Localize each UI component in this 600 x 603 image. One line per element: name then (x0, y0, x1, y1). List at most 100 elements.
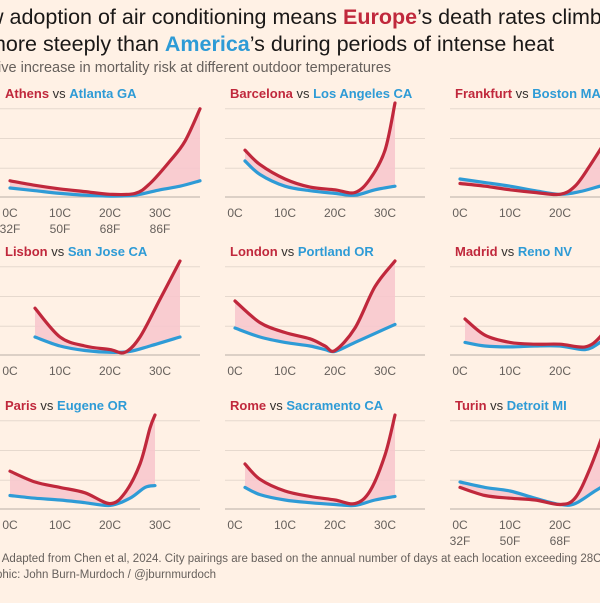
eu-city-label: Turin (455, 398, 487, 413)
america-series-line (233, 322, 397, 354)
x-tick-label: 10C (49, 364, 71, 378)
title-line-2: more steeply than America’s during perio… (0, 31, 600, 58)
vs-label: vs (293, 86, 313, 101)
panel-title: London vs Portland OR (230, 244, 374, 259)
europe-series-line (233, 259, 397, 353)
x-tick-label-fahrenheit: 68F (100, 222, 121, 236)
x-tick-label: 20C (99, 206, 121, 220)
x-tick-label: 10C (274, 364, 296, 378)
x-tick-label: 10C (499, 206, 521, 220)
chart-title: w adoption of air conditioning means Eur… (0, 4, 600, 58)
title-europe: Europe (342, 5, 418, 29)
america-series-line (8, 484, 157, 508)
x-tick-label: 30C (149, 206, 171, 220)
panel-title: Paris vs Eugene OR (5, 398, 128, 413)
title-text: w adoption of air conditioning means (0, 5, 343, 29)
chart-panel: Turin vs Detroit MI 0C 32F 10C 50F 20C 68F (450, 398, 600, 548)
x-tick-label: 10C (49, 518, 71, 532)
x-tick-label: 20C (324, 364, 346, 378)
x-tick-label-fahrenheit: 68F (550, 534, 571, 548)
america-series-line (243, 485, 397, 508)
x-tick-label: 0C (2, 518, 18, 532)
panel-title: Frankfurt vs Boston MA (455, 86, 600, 101)
x-tick-label: 30C (374, 364, 396, 378)
us-city-label: Eugene OR (57, 398, 128, 413)
x-tick-label: 20C (549, 364, 571, 378)
europe-series-line (243, 413, 397, 506)
eu-city-label: Rome (230, 398, 266, 413)
x-tick-label: 0C (2, 206, 18, 220)
x-tick-label: 20C (99, 518, 121, 532)
x-tick-label: 0C (227, 206, 243, 220)
vs-label: vs (498, 244, 518, 259)
us-city-label: Los Angeles CA (313, 86, 413, 101)
x-tick-label: 20C (324, 206, 346, 220)
title-text: more steeply than (0, 32, 165, 56)
chart-panel: Rome vs Sacramento CA 0C 10C 20C 30C (225, 398, 425, 532)
us-city-label: Atlanta GA (69, 86, 137, 101)
x-tick-label-fahrenheit: 32F (450, 534, 471, 548)
america-series-line (33, 335, 182, 354)
x-tick-label: 30C (374, 518, 396, 532)
vs-label: vs (266, 398, 286, 413)
chart-panel: Paris vs Eugene OR 0C 10C 20C 30C (0, 398, 200, 532)
x-tick-label: 0C (2, 364, 18, 378)
us-city-label: Reno NV (518, 244, 573, 259)
gap-fill-area (245, 103, 395, 196)
vs-label: vs (48, 244, 68, 259)
america-series-line (8, 179, 202, 198)
gap-fill-area (35, 261, 180, 353)
vs-label: vs (37, 398, 57, 413)
chart-panel: London vs Portland OR 0C 10C 20C 30C (225, 244, 425, 378)
title-text: ’s death rates climb (417, 5, 600, 29)
gap-fill-area (465, 319, 600, 350)
vs-label: vs (278, 244, 298, 259)
eu-city-label: Barcelona (230, 86, 294, 101)
x-tick-label-fahrenheit: 32F (0, 222, 20, 236)
title-america: America (164, 32, 250, 56)
x-tick-label-fahrenheit: 50F (50, 222, 71, 236)
x-tick-label: 10C (499, 364, 521, 378)
america-series-line (243, 159, 397, 197)
chart-panel: Frankfurt vs Boston MA 0C 10C 20C (450, 86, 600, 220)
panel-title: Madrid vs Reno NV (455, 244, 572, 259)
vs-label: vs (49, 86, 69, 101)
us-city-label: Detroit MI (507, 398, 567, 413)
vs-label: vs (512, 86, 532, 101)
europe-series-line (8, 413, 157, 506)
title-line-1: w adoption of air conditioning means Eur… (0, 4, 600, 31)
x-tick-label: 0C (452, 364, 468, 378)
source-note: : Adapted from Chen et al, 2024. City pa… (0, 553, 600, 565)
panel-title: Turin vs Detroit MI (455, 398, 567, 413)
eu-city-label: Frankfurt (455, 86, 513, 101)
panel-title: Rome vs Sacramento CA (230, 398, 384, 413)
gap-fill-area (245, 415, 395, 506)
europe-series-line (33, 259, 182, 355)
x-tick-label-fahrenheit: 86F (150, 222, 171, 236)
chart-panel: Lisbon vs San Jose CA 0C 10C 20C 30C (0, 244, 200, 378)
europe-series-line (243, 101, 397, 195)
title-text: ’s during periods of intense heat (249, 32, 555, 56)
x-tick-label: 0C (227, 518, 243, 532)
credit-note: phic: John Burn-Murdoch / @jburnmurdoch (0, 569, 217, 581)
x-tick-label: 0C (452, 518, 468, 532)
panel-title: Lisbon vs San Jose CA (5, 244, 148, 259)
x-tick-label: 10C (499, 518, 521, 532)
x-tick-label: 20C (324, 518, 346, 532)
x-tick-label: 10C (49, 206, 71, 220)
x-tick-label: 20C (549, 518, 571, 532)
x-tick-label: 0C (452, 206, 468, 220)
us-city-label: Boston MA (532, 86, 600, 101)
x-tick-label: 0C (227, 364, 243, 378)
chart-panel: Athens vs Atlanta GA 0C 32F 10C 50F 20C 68F 30C… (0, 86, 202, 236)
chart-subtitle: tive increase in mortality risk at diffe… (0, 60, 392, 76)
europe-series-line (463, 317, 600, 349)
x-tick-label: 10C (274, 206, 296, 220)
x-tick-label: 30C (149, 364, 171, 378)
vs-label: vs (487, 398, 507, 413)
eu-city-label: Athens (5, 86, 49, 101)
europe-series-line (8, 107, 202, 197)
x-tick-label: 10C (274, 518, 296, 532)
eu-city-label: Paris (5, 398, 37, 413)
